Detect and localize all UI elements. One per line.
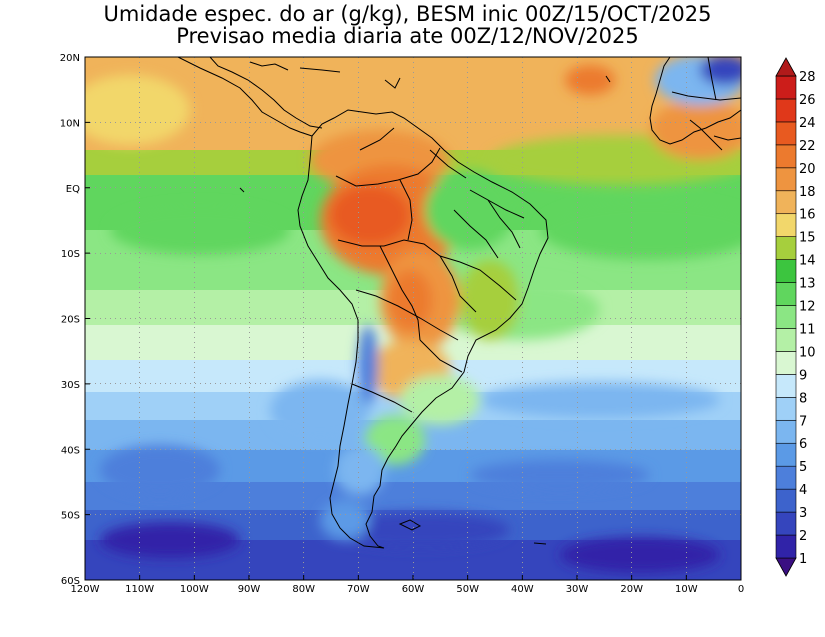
colorbar-label: 14 [799,254,816,269]
lon-tick-label: 40W [511,584,534,595]
lat-tick-label: EQ [66,184,80,195]
colorbar-max-triangle [775,57,797,77]
colorbar-label: 22 [799,139,816,154]
colorbar-segment [775,75,797,100]
colorbar-segment [775,282,797,306]
colorbar-label: 7 [799,414,807,429]
colorbar-segment [775,534,797,559]
colorbar-segment [775,442,797,467]
colorbar-min-triangle [775,557,797,577]
colorbar-segment [775,121,797,146]
colorbar-segment [775,351,797,375]
colorbar-label: 5 [799,460,807,475]
colorbar-segment [775,511,797,536]
lon-tick-label: 30W [566,584,589,595]
colorbar-segment [775,465,797,490]
lon-tick-label: 70W [347,584,370,595]
colorbar-label: 3 [799,506,807,521]
lon-tick-label: 80W [292,584,315,595]
gridlines [85,57,741,580]
colorbar-label: 10 [799,345,816,360]
lon-tick-label: 60W [402,584,425,595]
colorbar-segment [775,328,797,352]
latitude-axis: 20N 10N EQ 10S 20S 30S 40S 50S 60S [60,53,90,587]
colorbar-label: 11 [799,322,816,337]
colorbar-label: 8 [799,391,807,406]
map-title-line-1: Umidade espec. do ar (g/kg), BESM inic 0… [103,2,712,26]
colorbar-label: 6 [799,437,807,452]
lat-tick-label: 10N [60,118,80,129]
lon-tick-label: 10W [675,584,698,595]
lat-tick-label: 20S [61,315,80,326]
lat-tick-label: 30S [61,380,80,391]
colorbar-segment [775,397,797,421]
colorbar-label: 26 [799,93,816,108]
map-title-line-2: Previsao media diaria ate 00Z/12/NOV/202… [176,24,639,48]
colorbar-label: 13 [799,277,816,292]
colorbar-segment [775,236,797,260]
colorbar-label: 24 [799,116,816,131]
colorbar-segment [775,305,797,329]
colorbar-segment [775,259,797,283]
lat-tick-label: 10S [61,249,80,260]
colorbar-label: 15 [799,231,816,246]
lon-tick-label: 90W [238,584,261,595]
colorbar-segment [775,374,797,398]
lon-tick-label: 120W [71,584,100,595]
lat-tick-label: 20N [60,53,80,64]
humidity-field [85,57,741,580]
lat-tick-label: 50S [61,511,80,522]
lon-tick-label: 110W [125,584,154,595]
lon-tick-label: 0 [738,584,744,595]
colorbar-label: 9 [799,368,807,383]
lon-tick-label: 100W [180,584,209,595]
colorbar-label: 20 [799,162,816,177]
lon-tick-label: 20W [620,584,643,595]
colorbar-segment [775,98,797,123]
colorbar-label: 16 [799,208,816,223]
lon-tick-label: 50W [456,584,479,595]
colorbar-segment [775,167,797,192]
colorbar-segment [775,190,797,215]
colorbar-label: 4 [799,483,807,498]
longitude-axis: 120W 110W 100W 90W 80W 70W 60W 50W 40W 30W 20W 10W 0 [71,575,744,595]
lat-tick-label: 60S [61,576,80,587]
colorbar-label: 1 [799,552,807,567]
colorbar-segment [775,419,797,444]
colorbar-segment [775,144,797,169]
colorbar-label: 2 [799,529,807,544]
colorbar-label: 18 [799,185,816,200]
lat-tick-label: 40S [61,445,80,456]
colorbar-label: 28 [799,70,816,85]
colorbar-label: 12 [799,300,816,315]
coastlines [177,57,741,549]
colorbar-segment [775,488,797,513]
colorbar-segment [775,213,797,237]
